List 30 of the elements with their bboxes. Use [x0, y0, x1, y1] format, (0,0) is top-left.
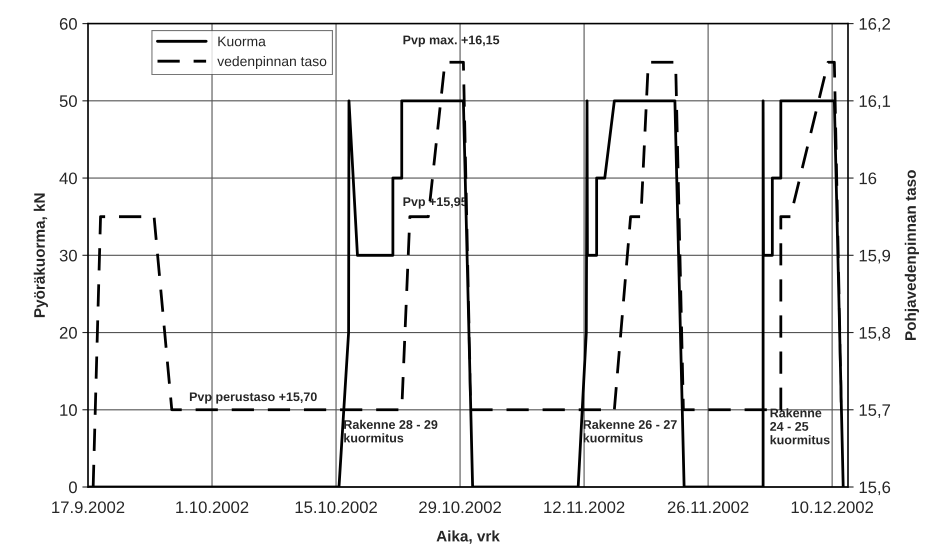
y2-tick-label: 16,2	[860, 18, 890, 32]
y-tick-label: 20	[60, 326, 77, 339]
x-tick-label: 29.10.2002	[419, 501, 501, 514]
legend-label: Kuorma	[218, 36, 266, 46]
y2-axis-title: Pohjavedenpinnan taso	[904, 170, 919, 340]
x-tick-label: 1.10.2002	[176, 501, 248, 514]
x-tick-label: 15.10.2002	[296, 501, 377, 514]
x-tick-label: 17.9.2002	[52, 501, 124, 514]
y2-tick-label: 15,7	[860, 404, 890, 418]
legend-label: vedenpinnan taso	[217, 56, 326, 69]
y-tick-label: 30	[60, 250, 77, 262]
annotation: Pvp max. +16,15	[403, 36, 500, 47]
y-tick-label: 40	[59, 172, 77, 184]
x-tick-label: 10.12.2002	[792, 501, 874, 514]
annotation: Pvp perustaso +15,70	[190, 392, 317, 404]
y-tick-label: 60	[60, 18, 77, 30]
y-axis-title: Pyöräkuorma, kN	[34, 193, 48, 318]
x-tick-label: 26.11.2002	[668, 501, 748, 514]
y2-tick-label: 16	[860, 172, 876, 184]
annotation: Rakenne 24 - 25 kuormitus	[770, 408, 830, 444]
y2-tick-label: 15,6	[860, 481, 890, 496]
x-axis-title: Aika, vrk	[436, 530, 500, 544]
y2-tick-label: 15,8	[860, 326, 890, 341]
y-tick-label: 50	[60, 95, 77, 108]
y2-tick-label: 15,9	[860, 250, 890, 264]
y-tick-label: 0	[68, 481, 77, 494]
y2-tick-label: 16,1	[860, 95, 890, 110]
annotation: Rakenne 28 - 29 kuormitus	[344, 420, 438, 442]
x-tick-label: 12.11.2002	[544, 501, 624, 514]
y-tick-label: 10	[60, 404, 77, 416]
